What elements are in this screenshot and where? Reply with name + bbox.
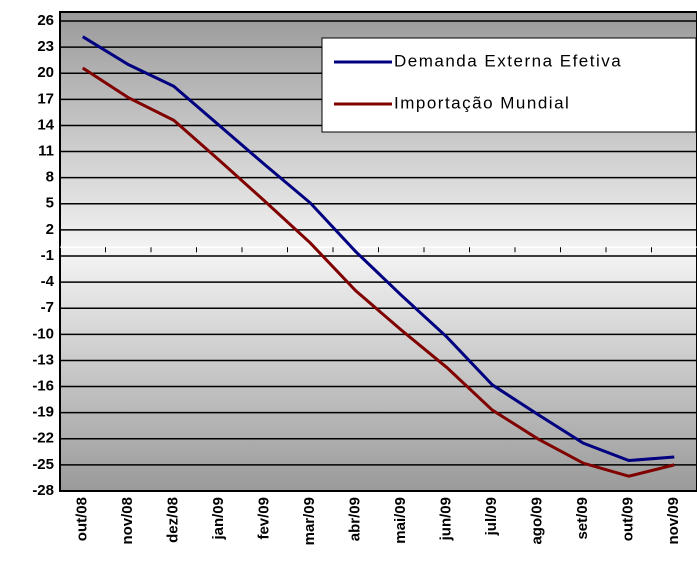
x-tick-label: fev/09: [256, 497, 273, 540]
y-tick-label: -10: [32, 325, 54, 342]
legend: [321, 37, 697, 133]
y-tick-label: -13: [32, 351, 54, 368]
y-tick-label: 17: [37, 90, 54, 107]
x-tick-label: nov/08: [119, 497, 136, 545]
x-tick-label: ago/09: [529, 497, 546, 545]
y-tick-label: 23: [37, 38, 54, 55]
y-tick-label: -7: [41, 299, 54, 316]
y-tick-label: 14: [37, 116, 54, 133]
y-tick-label: -4: [41, 273, 55, 290]
y-tick-label: -28: [32, 482, 54, 499]
series-line: [81, 35, 675, 463]
y-tick-label: -19: [32, 404, 54, 421]
x-tick-label: mar/09: [301, 497, 318, 545]
x-tick-label: nov/09: [665, 497, 682, 545]
y-tick-label: 11: [38, 143, 54, 160]
legend-label: Importação Mundial: [394, 93, 570, 112]
y-tick-label: 2: [46, 221, 54, 238]
x-tick-label: jun/09: [438, 497, 455, 541]
series-line: [81, 66, 675, 478]
y-tick-label: -22: [32, 430, 54, 447]
y-tick-label: -1: [41, 247, 54, 264]
legend-label: Demanda Externa Efetiva: [394, 51, 622, 70]
y-tick-label: -16: [32, 378, 54, 395]
y-tick-label: -25: [32, 456, 54, 473]
y-tick-label: 26: [37, 12, 54, 29]
x-tick-label: out/09: [620, 497, 637, 541]
x-tick-label: jul/09: [483, 497, 500, 536]
x-tick-label: set/09: [574, 497, 591, 540]
x-tick-label: out/08: [74, 497, 91, 541]
x-tick-label: dez/08: [165, 497, 182, 543]
x-tick-label: jan/09: [210, 497, 227, 541]
y-tick-label: 5: [46, 195, 54, 212]
x-tick-label: mai/09: [392, 497, 409, 544]
x-tick-label: abr/09: [347, 497, 364, 541]
y-tick-label: 8: [46, 169, 54, 186]
y-tick-label: 20: [37, 64, 54, 81]
